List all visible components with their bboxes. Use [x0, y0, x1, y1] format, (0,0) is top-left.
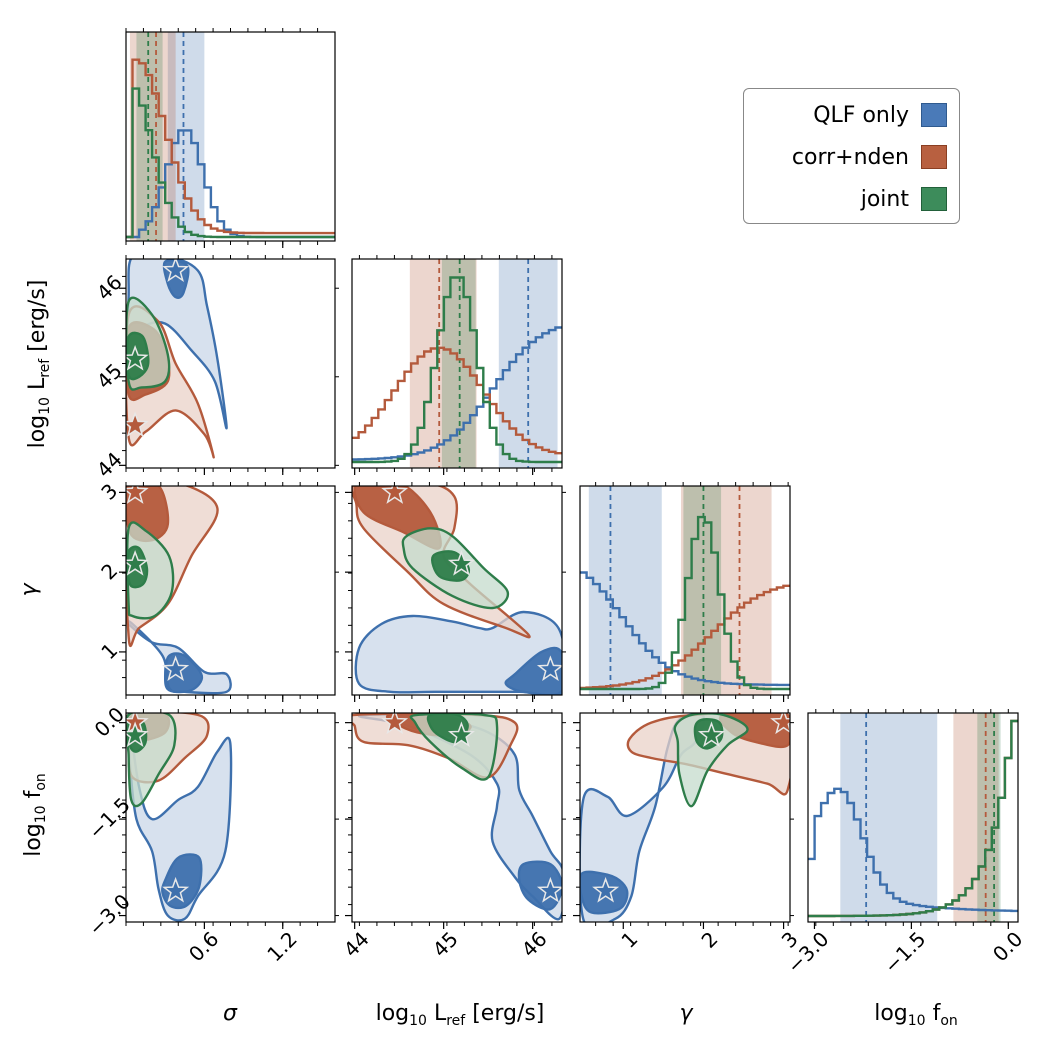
- contour-inner-0: [504, 646, 562, 695]
- x-tick-label: 1: [616, 927, 642, 953]
- y-tick-label: −3.0: [84, 889, 135, 940]
- contour-inner-0: [517, 860, 562, 911]
- x-tick-label: 0.0: [988, 927, 1027, 966]
- legend-label: QLF only: [813, 102, 909, 128]
- best-fit-star-1: [381, 486, 409, 504]
- legend-label: joint: [860, 186, 909, 212]
- panel-gamma-gamma: [580, 486, 790, 695]
- contour-outer-0: [126, 713, 233, 922]
- y-axis-label-logL: log10 Lref [erg/s]: [25, 280, 53, 449]
- y-axis-label-logfon: log10 fon: [21, 773, 49, 857]
- ci-band-2: [683, 486, 722, 695]
- y-tick-label: −1.5: [84, 793, 135, 844]
- histogram-2: [352, 276, 562, 464]
- ci-band-0: [840, 713, 938, 922]
- panel-frame: [351, 258, 563, 469]
- ci-band-1: [409, 259, 477, 468]
- x-axis-label-gamma: γ: [679, 1001, 693, 1026]
- best-fit-star-2: [697, 721, 725, 747]
- ci-band-1: [953, 713, 999, 922]
- best-fit-star-1: [770, 713, 790, 735]
- legend-item-joint: joint: [861, 183, 947, 215]
- best-fit-star-0: [162, 876, 190, 903]
- x-tick-label: 1.2: [262, 927, 301, 966]
- y-tick-label: 45: [92, 359, 127, 394]
- legend-item-qlf: QLF only: [813, 99, 947, 131]
- legend: QLF only corr+nden joint: [743, 88, 960, 224]
- legend-label: corr+nden: [791, 144, 909, 170]
- y-tick-label: 0.0: [90, 702, 129, 741]
- best-fit-star-1: [381, 713, 409, 735]
- panel-logfon-sigma: [126, 713, 233, 922]
- panel-frame: [807, 712, 1019, 923]
- panel-frame: [579, 485, 791, 696]
- histogram-2: [808, 719, 1018, 918]
- x-tick-label: −1.5: [879, 927, 930, 978]
- x-axis-label-logL: log10 Lref [erg/s]: [376, 1001, 545, 1029]
- histogram-1: [580, 584, 790, 690]
- legend-swatch: [921, 187, 947, 211]
- ci-band-2: [977, 713, 1001, 922]
- best-fit-star-0: [162, 259, 190, 282]
- best-fit-star-0: [536, 876, 562, 903]
- histogram-2: [580, 515, 790, 691]
- y-axis-label-gamma: γ: [17, 583, 42, 597]
- x-tick-label: 46: [517, 927, 552, 962]
- panel-logL-sigma: [126, 259, 228, 459]
- histogram-0: [352, 326, 562, 461]
- x-tick-label: 44: [339, 927, 374, 962]
- y-tick-label: 1: [96, 638, 122, 664]
- x-tick-label: 45: [428, 927, 463, 962]
- x-tick-label: 0.6: [184, 927, 223, 966]
- panel-logfon-gamma: [580, 713, 790, 922]
- panel-logfon-logfon: [808, 713, 1018, 922]
- panel-gamma-sigma: [126, 486, 232, 695]
- x-axis-label-sigma: σ: [223, 1001, 238, 1026]
- legend-swatch: [921, 145, 947, 169]
- best-fit-star-2: [447, 550, 475, 576]
- y-tick-label: 44: [92, 447, 127, 482]
- ci-band-1: [680, 486, 772, 695]
- contour-outer-0: [354, 610, 562, 695]
- panel-logL-logL: [352, 259, 562, 468]
- histogram-2: [126, 87, 335, 239]
- best-fit-star-0: [536, 655, 562, 681]
- y-tick-label: 3: [96, 479, 122, 505]
- panel-gamma-logL: [352, 486, 562, 695]
- panel-sigma-sigma: [126, 32, 335, 241]
- best-fit-star-2: [447, 721, 475, 747]
- histogram-0: [808, 787, 1018, 913]
- x-axis-label-logfon: log10 fon: [874, 1001, 958, 1029]
- best-fit-star-0: [162, 655, 190, 681]
- best-fit-star-0: [592, 876, 620, 903]
- legend-item-corr: corr+nden: [792, 141, 947, 173]
- panel-logfon-logL: [352, 713, 562, 921]
- x-tick-label: 2: [697, 927, 723, 953]
- histogram-1: [126, 58, 335, 239]
- y-tick-label: 46: [92, 270, 127, 305]
- ci-band-0: [167, 32, 205, 241]
- histogram-1: [352, 346, 562, 455]
- contour-outer-2: [126, 521, 175, 620]
- y-tick-label: 2: [96, 558, 122, 584]
- legend-swatch: [921, 103, 947, 127]
